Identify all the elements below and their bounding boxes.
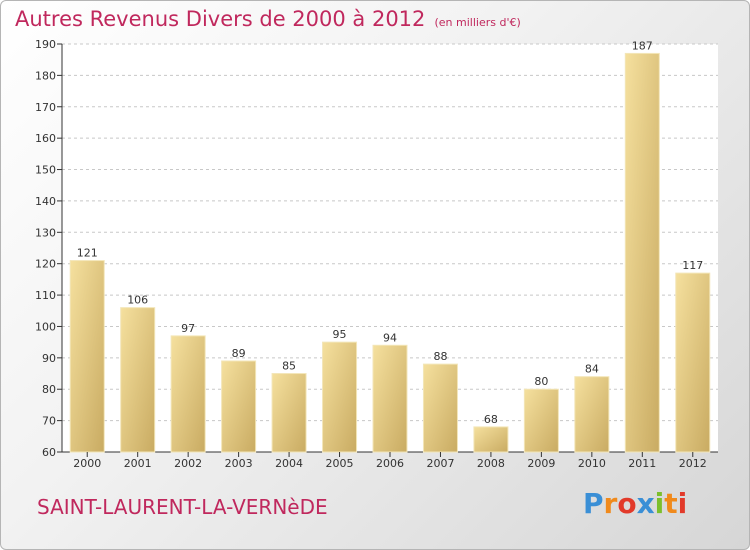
bar	[221, 360, 257, 453]
commune-name: SAINT-LAURENT-LA-VERNèDE	[37, 495, 328, 519]
x-tick-label: 2004	[275, 457, 303, 470]
y-tick-label: 110	[35, 289, 56, 302]
x-tick-label: 2008	[477, 457, 505, 470]
bar	[574, 376, 610, 453]
x-tick-label: 2012	[679, 457, 707, 470]
x-tick-label: 2003	[225, 457, 253, 470]
x-tick-label: 2002	[174, 457, 202, 470]
x-tick-label: 2001	[124, 457, 152, 470]
logo-letter: o	[617, 487, 637, 520]
y-tick-label: 180	[35, 69, 56, 82]
x-tick-label: 2005	[326, 457, 354, 470]
bar	[523, 388, 559, 453]
data-label: 94	[383, 331, 397, 344]
chart-title: Autres Revenus Divers de 2000 à 2012	[15, 7, 426, 31]
y-tick-label: 140	[35, 195, 56, 208]
data-label: 85	[282, 360, 296, 373]
bar	[422, 363, 458, 453]
x-tick-label: 2009	[527, 457, 555, 470]
x-tick-label: 2010	[578, 457, 606, 470]
bar	[170, 335, 206, 453]
logo-letter: t	[664, 487, 678, 520]
logo-letter: P	[583, 487, 604, 520]
bar	[473, 426, 509, 453]
logo-letter: i	[677, 487, 688, 520]
proxiti-logo: Proxiti	[583, 487, 687, 520]
data-label: 84	[585, 363, 599, 376]
y-tick-label: 120	[35, 258, 56, 271]
data-label: 95	[333, 328, 347, 341]
y-tick-label: 150	[35, 164, 56, 177]
bar	[271, 373, 307, 453]
logo-letter: i	[654, 487, 665, 520]
data-label: 97	[181, 322, 195, 335]
bar	[675, 272, 711, 453]
bar	[120, 307, 156, 453]
data-label: 88	[433, 350, 447, 363]
y-tick-label: 80	[42, 383, 56, 396]
logo-letter: r	[603, 487, 618, 520]
data-label: 117	[682, 259, 703, 272]
y-tick-label: 160	[35, 132, 56, 145]
bar	[372, 344, 408, 453]
y-tick-label: 170	[35, 101, 56, 114]
y-tick-label: 70	[42, 415, 56, 428]
data-label: 80	[534, 375, 548, 388]
x-tick-label: 2006	[376, 457, 404, 470]
chart-subtitle: (en milliers d'€)	[434, 16, 521, 29]
data-label: 68	[484, 413, 498, 426]
x-tick-label: 2000	[73, 457, 101, 470]
y-tick-label: 130	[35, 226, 56, 239]
y-tick-label: 100	[35, 320, 56, 333]
y-tick-label: 60	[42, 446, 56, 459]
bar	[624, 52, 660, 453]
x-tick-label: 2007	[426, 457, 454, 470]
logo-letter: x	[636, 487, 655, 520]
bar	[322, 341, 358, 453]
data-label: 121	[77, 247, 98, 260]
bar	[69, 260, 105, 453]
y-tick-label: 190	[35, 38, 56, 51]
data-label: 89	[232, 347, 246, 360]
x-tick-label: 2011	[628, 457, 656, 470]
title-row: Autres Revenus Divers de 2000 à 2012 (en…	[15, 7, 521, 31]
data-label: 187	[632, 39, 653, 52]
y-tick-label: 90	[42, 352, 56, 365]
data-label: 106	[127, 294, 148, 307]
